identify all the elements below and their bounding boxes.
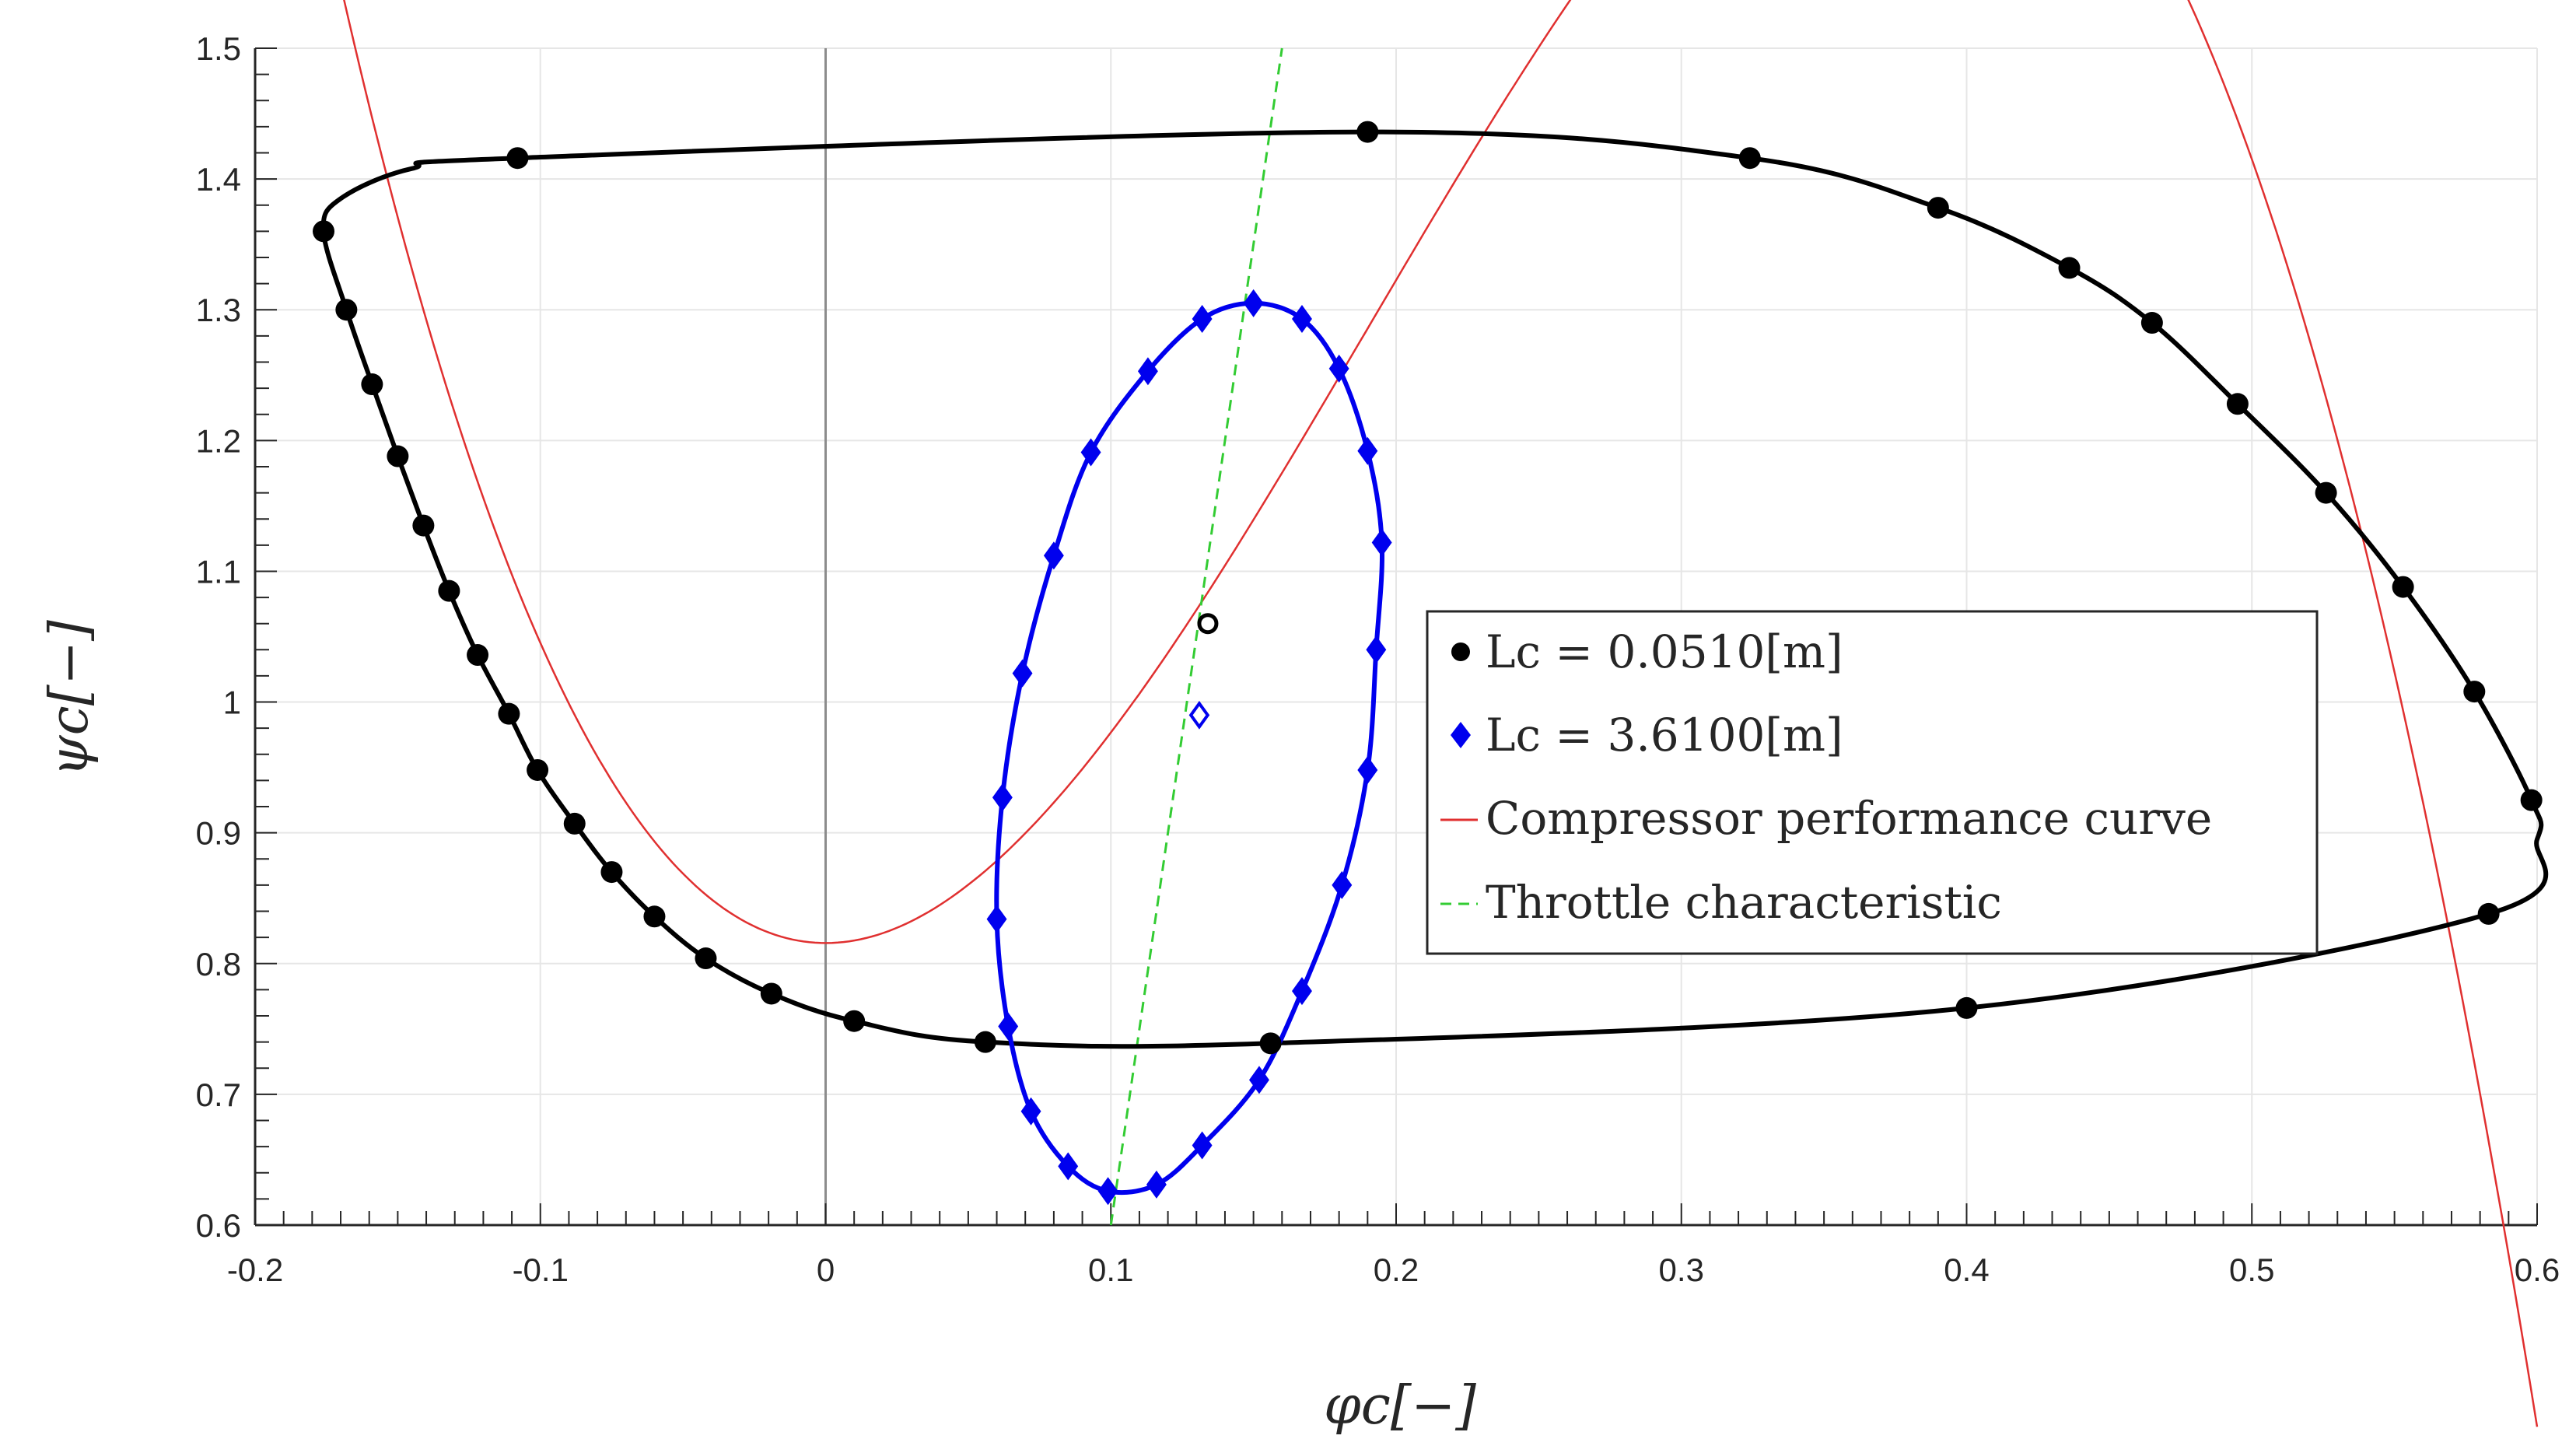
plot-area — [313, 0, 2549, 1427]
blue-diamond-marker — [1137, 357, 1158, 386]
blue-diamond-marker — [992, 783, 1013, 812]
legend: Lc = 0.0510[m] Lc = 3.6100[m] Compressor… — [1426, 610, 2319, 955]
black-circle-marker — [2315, 481, 2337, 504]
black-circle-marker — [1356, 121, 1379, 143]
black-circle-marker — [2463, 681, 2486, 703]
black-circle-marker — [361, 373, 383, 396]
blue-diamond-marker — [1192, 304, 1213, 333]
blue-diamond-marker — [1332, 870, 1353, 899]
blue-diamond-marker — [1249, 1066, 1269, 1094]
series-blue-cycle — [994, 300, 1384, 1196]
blue-diamond-marker — [1058, 1152, 1079, 1181]
black-circle-marker — [506, 147, 529, 170]
black-circle-marker — [412, 514, 435, 537]
black-circle-marker — [387, 445, 409, 467]
black-circle-marker — [563, 812, 586, 835]
y-tick-label: 0.7 — [196, 1077, 241, 1113]
black-circle-marker — [498, 702, 520, 725]
x-tick-label: -0.2 — [227, 1252, 283, 1288]
blue-diamond-marker — [1146, 1170, 1167, 1199]
black-circle-marker — [467, 644, 489, 667]
legend-label-series-2: Lc = 3.6100[m] — [1486, 709, 1843, 762]
y-tick-label: 1.3 — [196, 292, 241, 328]
legend-box — [1426, 610, 2319, 955]
blue-diamond-marker — [1012, 659, 1033, 688]
blue-diamond-marker — [1292, 304, 1312, 333]
x-tick-label: 0.5 — [2229, 1252, 2274, 1288]
blue-diamond-marker — [1292, 977, 1312, 1006]
x-tick-label: 0.6 — [2515, 1252, 2560, 1288]
black-circle-marker — [1927, 197, 1949, 219]
x-tick-label: 0.4 — [1944, 1252, 1989, 1288]
black-circle-marker — [335, 299, 358, 321]
series-compressor-curve — [343, 0, 2539, 1427]
blue-diamond-marker — [1328, 354, 1349, 383]
series-throttle-line — [1109, 47, 1283, 1226]
black-circle-marker — [438, 579, 460, 602]
black-circle-marker — [313, 220, 335, 243]
x-tick-label: 0 — [817, 1252, 835, 1288]
black-circle-marker — [2392, 576, 2414, 598]
legend-label-throttle: Throttle characteristic — [1486, 876, 2002, 929]
black-circle-marker — [2140, 312, 2163, 334]
x-tick-label: 0.1 — [1088, 1252, 1133, 1288]
legend-marker-black-circle — [1451, 642, 1470, 661]
black-circle-marker — [760, 982, 782, 1005]
y-tick-label: 1.2 — [196, 422, 241, 459]
blue-diamond-marker — [1043, 541, 1064, 570]
y-tick-label: 1 — [223, 684, 241, 721]
black-circle-marker — [843, 1010, 866, 1032]
blue-diamond-marker — [1020, 1097, 1041, 1126]
y-tick-label: 0.9 — [196, 815, 241, 852]
blue-diamond-marker — [998, 1012, 1019, 1041]
blue-diamond-marker — [1357, 755, 1378, 784]
black-circle-marker — [1259, 1032, 1282, 1055]
tick-labels: -0.2 -0.1 0 0.1 0.2 0.3 0.4 0.5 0.6 0.6 0.7 0.8 0.9 1… — [196, 30, 2560, 1288]
y-tick-label: 0.8 — [196, 946, 241, 982]
black-circle-marker — [695, 947, 717, 970]
y-axis-label: ψc[−] — [39, 620, 100, 777]
x-tick-label: 0.2 — [1374, 1252, 1419, 1288]
x-tick-label: -0.1 — [513, 1252, 569, 1288]
x-tick-label: 0.3 — [1659, 1252, 1704, 1288]
black-circle-marker — [1955, 996, 1978, 1019]
axes — [254, 47, 2538, 1227]
black-circle-marker — [974, 1031, 996, 1053]
blue-diamond-marker — [986, 905, 1007, 933]
blue-equilibrium-marker — [1188, 700, 1210, 730]
y-tick-label: 1.4 — [196, 161, 241, 198]
blue-diamond-marker — [1097, 1177, 1118, 1206]
y-tick-label: 1.5 — [196, 30, 241, 67]
legend-label-series-1: Lc = 0.0510[m] — [1486, 625, 1843, 678]
legend-label-compressor: Compressor performance curve — [1486, 792, 2212, 845]
black-circle-marker — [2520, 789, 2543, 811]
black-circle-marker — [643, 905, 666, 928]
black-equilibrium-marker — [1197, 613, 1219, 635]
y-tick-label: 1.1 — [196, 553, 241, 590]
black-circle-marker — [2477, 902, 2500, 925]
blue-diamond-marker — [1357, 436, 1378, 465]
black-circle-marker — [600, 861, 623, 884]
blue-diamond-marker — [1080, 438, 1101, 467]
black-circle-marker — [2058, 257, 2081, 279]
black-circle-marker — [1738, 147, 1761, 170]
blue-diamond-marker — [1243, 289, 1264, 317]
black-circle-marker — [2226, 393, 2249, 415]
x-axis-label: φc[−] — [1324, 1375, 1476, 1437]
legend-marker-blue-diamond — [1451, 722, 1471, 748]
blue-diamond-marker — [1192, 1131, 1213, 1160]
blue-diamond-marker — [1366, 635, 1387, 664]
black-circle-marker — [527, 758, 549, 781]
blue-diamond-marker — [1371, 528, 1392, 557]
y-tick-label: 0.6 — [196, 1207, 241, 1244]
